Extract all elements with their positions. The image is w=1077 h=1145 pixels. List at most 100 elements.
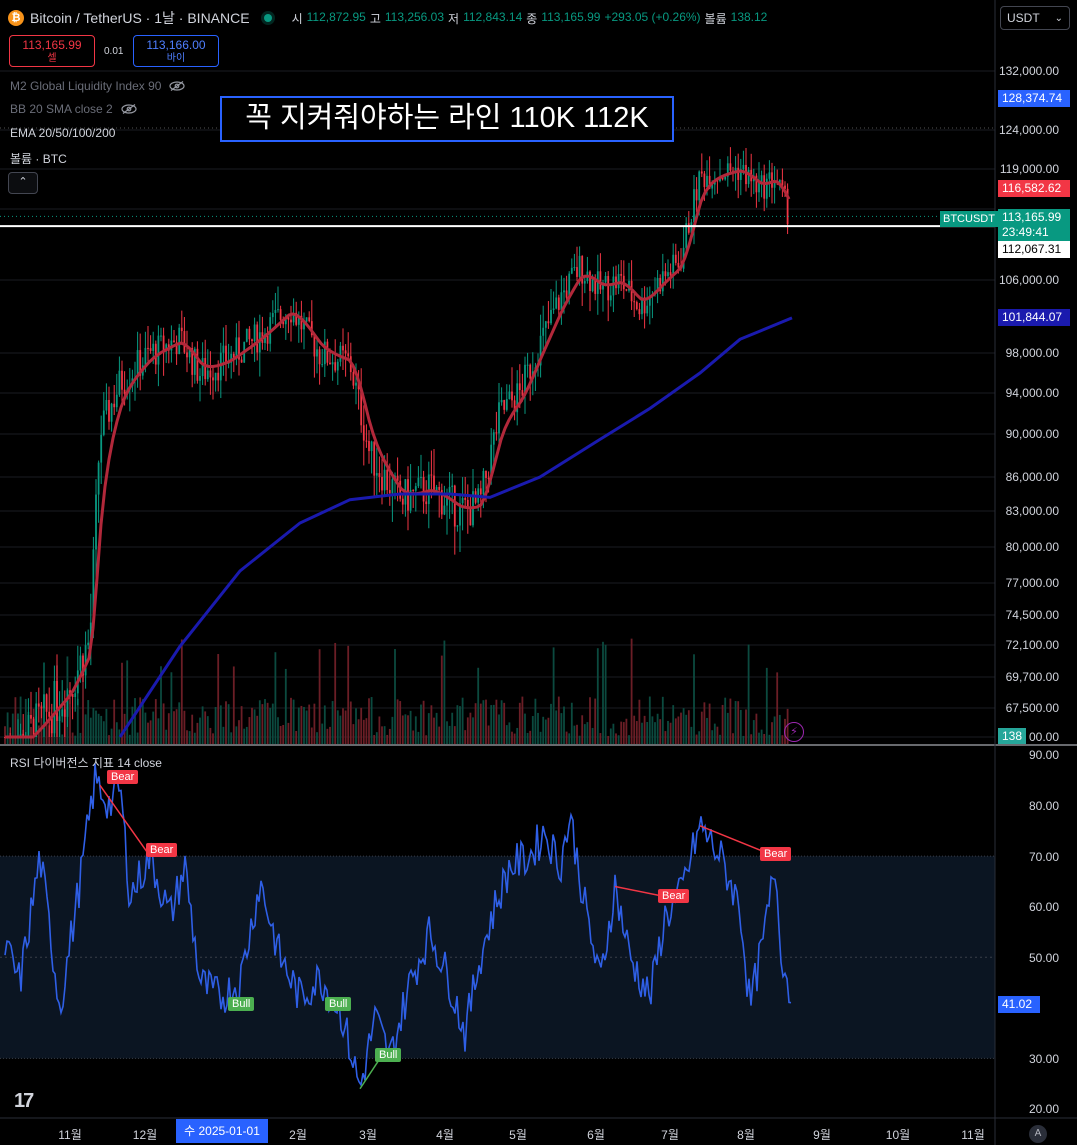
candle-body xyxy=(604,276,607,283)
volume-bar xyxy=(542,716,545,744)
volume-bar xyxy=(295,731,298,744)
volume-bar xyxy=(199,717,201,744)
candle-body xyxy=(292,312,295,323)
symbol-header: ₿ Bitcoin / TetherUS · 1날 · BINANCE 시 112… xyxy=(8,8,767,28)
candle-body xyxy=(594,278,597,294)
volume-bar xyxy=(344,710,347,744)
bear-signal-label: Bear xyxy=(658,888,690,903)
volume-bar xyxy=(95,710,97,744)
candle-body xyxy=(108,400,110,422)
candle-body xyxy=(121,370,123,390)
candle-body xyxy=(368,441,370,452)
volume-bar xyxy=(479,703,482,744)
buy-button[interactable]: 113,166.00 바이 xyxy=(133,35,219,67)
sell-button[interactable]: 113,165.99 셀 xyxy=(9,35,95,67)
collapse-legend-button[interactable]: ⌃ xyxy=(8,172,38,194)
volume-bar xyxy=(329,726,331,744)
volume-bar xyxy=(253,709,256,744)
volume-bar xyxy=(747,644,750,744)
high-label: 고 xyxy=(369,11,381,26)
lightning-icon[interactable]: ⚡ xyxy=(784,722,804,742)
volume-bar xyxy=(544,719,547,744)
last-price-value: 113,165.99 xyxy=(1002,210,1062,224)
candle-body xyxy=(69,690,71,694)
candle-body xyxy=(599,271,602,290)
candle-body xyxy=(32,718,35,737)
candle-body xyxy=(253,324,256,342)
price-tick-label: 90,000.00 xyxy=(1005,427,1059,441)
volume-bar xyxy=(396,699,399,744)
volume-bar xyxy=(524,713,526,744)
indicator-bb[interactable]: BB 20 SMA close 2 xyxy=(10,102,137,116)
time-tick-label: 9월 xyxy=(813,1128,831,1142)
volume-bar xyxy=(136,732,139,744)
volume-bar xyxy=(607,735,610,744)
volume-bar xyxy=(687,710,690,744)
candle-body xyxy=(175,342,178,355)
volume-bar xyxy=(724,697,727,744)
price-tick-label: 67,500.00 xyxy=(1005,701,1059,715)
symbol-title[interactable]: Bitcoin / TetherUS · 1날 · BINANCE xyxy=(30,10,250,26)
volume-bar xyxy=(365,718,368,744)
volume-bar xyxy=(284,668,287,744)
volume-bar xyxy=(734,701,737,744)
volume-bar xyxy=(758,732,760,744)
candle-body xyxy=(300,315,303,330)
tradingview-logo-icon[interactable]: 17 xyxy=(14,1090,34,1112)
volume-bar xyxy=(84,714,87,744)
volume-bar xyxy=(102,721,105,744)
price-tick-label: 132,000.00 xyxy=(998,64,1059,78)
volume-bar xyxy=(360,707,363,744)
indicator-m2[interactable]: M2 Global Liquidity Index 90 xyxy=(10,79,186,93)
low-label: 저 xyxy=(448,11,460,26)
candle-body xyxy=(721,177,724,180)
candle-body xyxy=(771,172,773,188)
volume-value: 138.12 xyxy=(730,9,768,24)
candle-body xyxy=(724,176,727,180)
volume-bar xyxy=(323,705,326,744)
volume-bar xyxy=(711,730,714,744)
eye-hidden-icon[interactable] xyxy=(169,81,186,91)
rsi-title[interactable]: RSI 다이버전스 지표 14 close xyxy=(10,756,162,770)
candle-body xyxy=(758,181,760,193)
candle-body xyxy=(279,309,282,320)
price-tick-label: 83,000.00 xyxy=(1005,504,1059,518)
indicator-ema[interactable]: EMA 20/50/100/200 xyxy=(10,126,115,140)
annotation-textbox[interactable]: 꼭 지켜줘야하는 라인 110K 112K xyxy=(220,96,674,142)
candle-body xyxy=(646,305,649,314)
volume-bar xyxy=(144,712,147,744)
candle-body xyxy=(625,289,628,291)
candle-body xyxy=(183,331,186,353)
volume-bar xyxy=(305,710,308,744)
volume-bar xyxy=(147,722,149,744)
candle-body xyxy=(451,485,454,487)
candle-body xyxy=(212,377,214,381)
volume-bar xyxy=(204,711,207,744)
volume-bar xyxy=(383,726,386,744)
eye-hidden-icon[interactable] xyxy=(121,104,137,114)
candle-body xyxy=(360,389,363,426)
candle-body xyxy=(313,335,316,357)
volume-bar xyxy=(40,705,43,744)
candle-body xyxy=(152,343,155,351)
volume-bar xyxy=(615,733,617,744)
currency-select[interactable]: USDT ⌄ xyxy=(1000,6,1070,30)
indicator-volume[interactable]: 볼륨 · BTC xyxy=(10,150,67,167)
volume-bar xyxy=(290,697,292,744)
candle-body xyxy=(464,498,467,500)
volume-bar xyxy=(609,728,612,744)
volume-bar xyxy=(453,726,456,744)
candle-body xyxy=(89,622,92,643)
candle-body xyxy=(498,402,500,434)
candle-body xyxy=(160,335,162,337)
auto-scale-button[interactable]: A xyxy=(1029,1125,1047,1143)
candle-body xyxy=(524,364,526,396)
price-tick-label: 94,000.00 xyxy=(1005,386,1059,400)
ema-long-value-label: 101,844.07 xyxy=(998,309,1070,326)
candle-body xyxy=(687,223,690,233)
candle-body xyxy=(326,341,329,363)
time-tick-label: 12월 xyxy=(132,1128,158,1142)
candle-body xyxy=(669,272,672,276)
candle-body xyxy=(329,362,331,365)
